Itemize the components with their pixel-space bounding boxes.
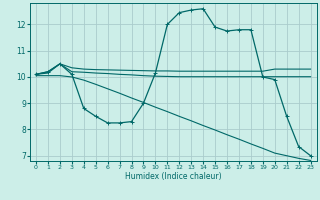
X-axis label: Humidex (Indice chaleur): Humidex (Indice chaleur): [125, 172, 222, 181]
